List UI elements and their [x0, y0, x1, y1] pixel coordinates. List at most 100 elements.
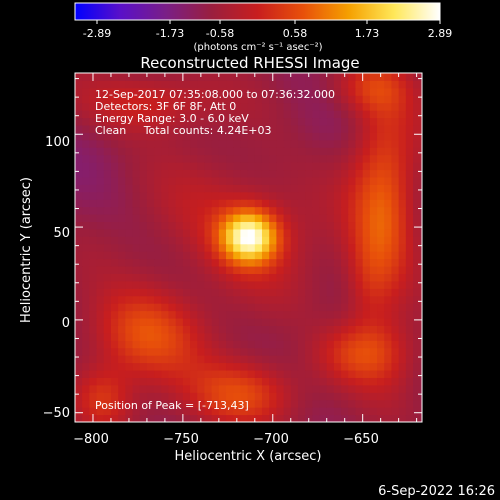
- heatmap-cell: [240, 355, 249, 364]
- heatmap-cell: [362, 95, 371, 104]
- heatmap-cell: [82, 124, 90, 133]
- heatmap-cell: [420, 169, 422, 178]
- heatmap-cell: [154, 325, 162, 334]
- heatmap-cell: [384, 214, 392, 223]
- heatmap-cell: [276, 370, 285, 378]
- heatmap-cell: [362, 147, 371, 156]
- heatmap-cell: [276, 236, 285, 245]
- heatmap-cell: [125, 184, 134, 193]
- heatmap-cell: [168, 191, 177, 200]
- heatmap-cell: [261, 169, 270, 178]
- heatmap-cell: [190, 206, 198, 215]
- heatmap-cell: [154, 191, 162, 200]
- heatmap-cell: [247, 147, 256, 156]
- heatmap-cell: [233, 221, 241, 230]
- heatmap-cell: [118, 258, 126, 267]
- colorbar-strip: [75, 3, 440, 20]
- heatmap-cell: [377, 318, 385, 326]
- heatmap-cell: [110, 318, 119, 326]
- heatmap-cell: [110, 176, 119, 185]
- heatmap-cell: [118, 228, 126, 237]
- heatmap-cell: [341, 370, 349, 378]
- heatmap-cell: [384, 310, 392, 319]
- heatmap-cell: [391, 303, 400, 312]
- heatmap-cell: [96, 251, 105, 260]
- heatmap-cell: [161, 139, 169, 148]
- heatmap-cell: [312, 184, 321, 193]
- heatmap-cell: [154, 73, 162, 81]
- heatmap-cell: [341, 377, 349, 386]
- heatmap-cell: [297, 370, 306, 378]
- heatmap-cell: [82, 191, 90, 200]
- heatmap-cell: [204, 206, 213, 215]
- heatmap-cell: [182, 251, 191, 260]
- heatmap-cell: [182, 340, 191, 349]
- heatmap-cell: [218, 95, 227, 104]
- heatmap-cell: [89, 228, 98, 237]
- heatmap-cell: [218, 132, 227, 141]
- heatmap-cell: [89, 288, 98, 297]
- heatmap-cell: [154, 214, 162, 223]
- heatmap-cell: [305, 80, 313, 89]
- heatmap-cell: [391, 199, 400, 208]
- heatmap-cell: [168, 325, 177, 334]
- heatmap-cell: [118, 295, 126, 304]
- heatmap-cell: [254, 310, 263, 319]
- heatmap-cell: [297, 340, 306, 349]
- heatmap-cell: [326, 199, 335, 208]
- heatmap-cell: [139, 399, 148, 408]
- heatmap-cell: [110, 370, 119, 378]
- heatmap-cell: [190, 243, 198, 252]
- heatmap-cell: [312, 221, 321, 230]
- heatmap-cell: [319, 347, 328, 356]
- annotation-time-range: 12-Sep-2017 07:35:08.000 to 07:36:32.000: [95, 88, 335, 101]
- heatmap-cell: [305, 273, 313, 282]
- heatmap-cell: [218, 347, 227, 356]
- heatmap-cell: [398, 325, 407, 334]
- heatmap-cell: [377, 288, 385, 297]
- heatmap-cell: [146, 199, 155, 208]
- heatmap-cell: [283, 139, 292, 148]
- heatmap-cell: [96, 117, 105, 126]
- heatmap-cell: [333, 176, 342, 185]
- heatmap-cell: [161, 169, 169, 178]
- heatmap-cell: [233, 147, 241, 156]
- heatmap-cell: [204, 347, 213, 356]
- heatmap-cell: [197, 310, 205, 319]
- heatmap-cell: [333, 258, 342, 267]
- heatmap-cell: [355, 355, 364, 364]
- heatmap-cell: [377, 169, 385, 178]
- heatmap-cell: [89, 206, 98, 215]
- heatmap-cell: [333, 325, 342, 334]
- heatmap-cell: [341, 243, 349, 252]
- heatmap-cell: [355, 199, 364, 208]
- heatmap-cell: [384, 273, 392, 282]
- heatmap-cell: [233, 384, 241, 393]
- heatmap-cell: [261, 214, 270, 223]
- heatmap-cell: [175, 303, 184, 312]
- heatmap-cell: [261, 110, 270, 119]
- heatmap-cell: [355, 132, 364, 141]
- heatmap-cell: [369, 280, 378, 289]
- heatmap-cell: [384, 132, 392, 141]
- heatmap-cell: [103, 414, 112, 422]
- heatmap-cell: [132, 377, 141, 386]
- heatmap-cell: [197, 154, 205, 163]
- heatmap-cell: [89, 399, 98, 408]
- heatmap-cell: [168, 184, 177, 193]
- heatmap-cell: [218, 199, 227, 208]
- heatmap-cell: [118, 154, 126, 163]
- heatmap-cell: [132, 280, 141, 289]
- heatmap-cell: [305, 355, 313, 364]
- heatmap-cell: [377, 87, 385, 96]
- heatmap-cell: [283, 310, 292, 319]
- heatmap-cell: [398, 362, 407, 371]
- heatmap-cell: [405, 362, 414, 371]
- heatmap-cell: [118, 280, 126, 289]
- heatmap-cell: [420, 80, 422, 89]
- heatmap-cell: [75, 102, 83, 111]
- heatmap-cell: [405, 110, 414, 119]
- heatmap-cell: [240, 295, 249, 304]
- heatmap-cell: [233, 124, 241, 133]
- heatmap-cell: [405, 199, 414, 208]
